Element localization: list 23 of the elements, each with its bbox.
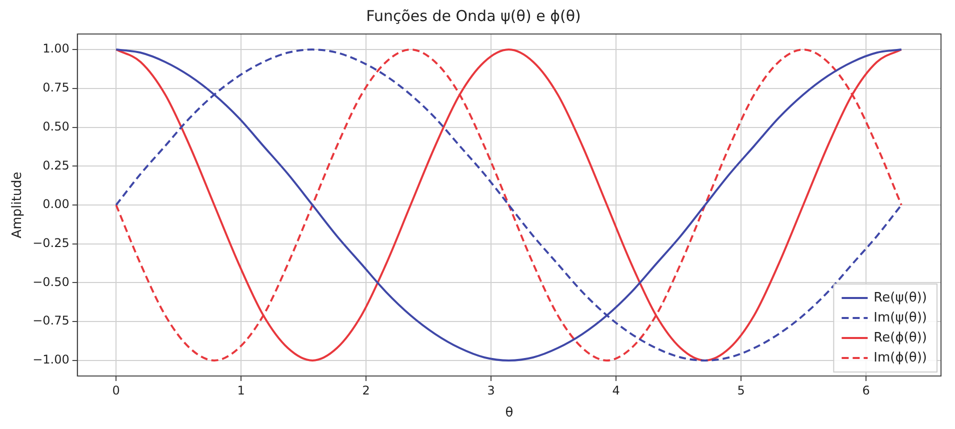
y-tick-label: 0.00 <box>42 197 70 212</box>
y-tick-label: −1.00 <box>32 352 70 367</box>
y-tick-label: 1.00 <box>42 42 70 56</box>
y-tick-label: 0.25 <box>42 158 70 172</box>
x-tick-label: 5 <box>737 383 745 398</box>
x-tick-label: 1 <box>237 383 245 398</box>
y-axis-title: Amplitude <box>10 172 26 238</box>
x-tick-label: 0 <box>112 383 120 398</box>
legend-label: Re(ϕ(θ)) <box>874 330 927 346</box>
y-tick-label: −0.75 <box>32 314 70 328</box>
legend-label: Re(ψ(θ)) <box>874 290 927 306</box>
y-tick-label: −0.50 <box>32 274 70 289</box>
x-axis-title: θ <box>505 406 514 421</box>
x-tick-label: 4 <box>612 383 620 398</box>
x-tick-label: 3 <box>487 383 495 398</box>
legend-label: Im(ϕ(θ)) <box>874 350 928 366</box>
legend-label: Im(ψ(θ)) <box>874 310 928 326</box>
y-tick-label: 0.75 <box>42 80 70 95</box>
y-tick-label: −0.25 <box>32 236 70 250</box>
x-tick-label: 2 <box>362 383 370 398</box>
chart-title: Funções de Onda ψ(θ) e ϕ(θ) <box>366 6 581 25</box>
x-tick-label: 6 <box>862 383 870 398</box>
y-tick-label: 0.50 <box>42 119 70 134</box>
